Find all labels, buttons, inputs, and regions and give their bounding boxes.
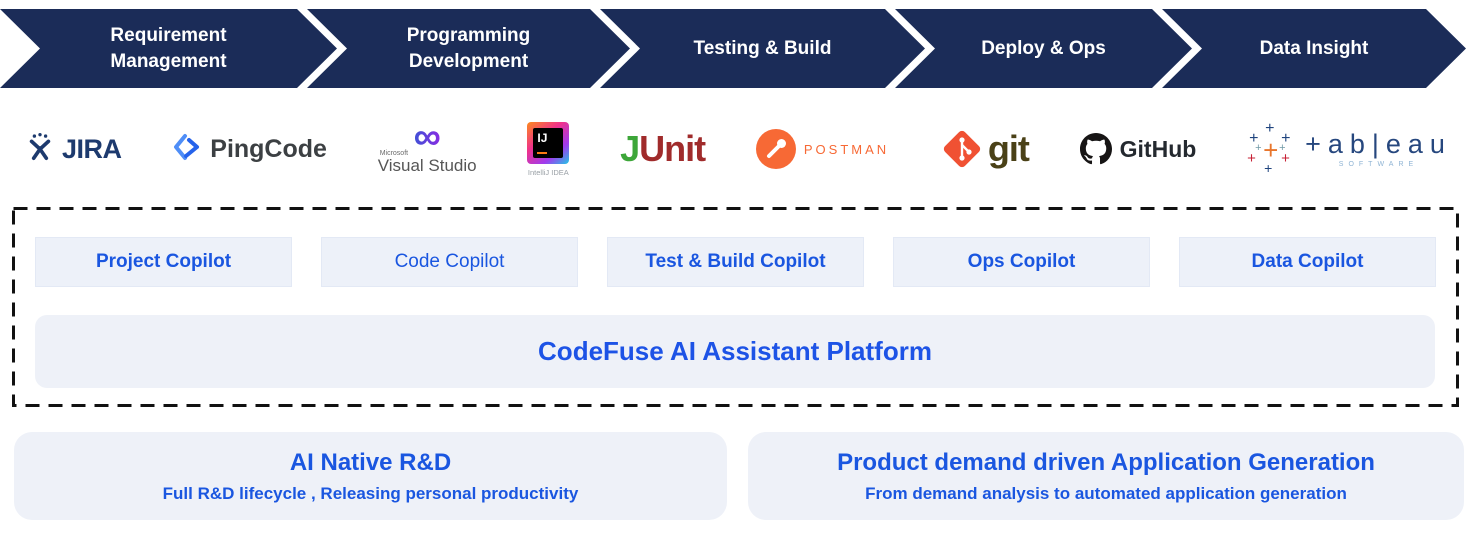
github-logo: GitHub	[1079, 133, 1197, 165]
stage-programming-development: Programming Development	[307, 9, 630, 88]
jira-icon	[26, 132, 54, 166]
codefuse-platform-group: Project Copilot Code Copilot Test & Buil…	[12, 207, 1459, 407]
visual-studio-infinity-icon: ∞	[413, 116, 441, 158]
git-logo: git	[940, 127, 1030, 171]
stage-label: Deploy & Ops	[981, 37, 1106, 59]
github-wordmark: GitHub	[1119, 135, 1197, 162]
junit-logo: J Unit	[620, 128, 706, 170]
tableau-icon: + + + + + + + + +	[1247, 120, 1291, 176]
postman-icon	[755, 129, 796, 169]
stage-deploy-ops: Deploy & Ops	[895, 9, 1192, 88]
tableau-logo: + + + + + + + + + +ab|eau SOFTWARE	[1247, 120, 1452, 176]
stage-label: Testing & Build	[693, 37, 832, 59]
application-generation-box: Product demand driven Application Genera…	[748, 432, 1464, 520]
stage-requirement-management: Requirement Management	[0, 9, 337, 88]
pingcode-logo: PingCode	[172, 132, 327, 167]
project-copilot-box: Project Copilot	[35, 237, 292, 287]
stage-data-insight: Data Insight	[1162, 9, 1466, 88]
dashed-border	[12, 207, 1459, 407]
postman-logo: POSTMAN	[755, 129, 890, 169]
outcome-subtitle: From demand analysis to automated applic…	[865, 483, 1347, 503]
outcome-subtitle: Full R&D lifecycle , Releasing personal …	[162, 483, 579, 503]
pingcode-wordmark: PingCode	[210, 134, 327, 163]
visual-studio-logo: ∞ Microsoft Visual Studio	[377, 116, 477, 175]
pipeline-banner: Requirement Management Programming Devel…	[0, 9, 1466, 88]
outcomes-row: AI Native R&D Full R&D lifecycle , Relea…	[14, 432, 1464, 520]
junit-wordmark-j: J	[620, 128, 640, 169]
tableau-caption: SOFTWARE	[1338, 160, 1419, 168]
tableau-wordmark: +ab|eau	[1305, 128, 1452, 159]
visual-studio-wordmark: Visual Studio	[377, 156, 477, 175]
ai-native-rd-box: AI Native R&D Full R&D lifecycle , Relea…	[14, 432, 727, 520]
test-build-copilot-box: Test & Build Copilot	[607, 237, 864, 287]
microsoft-brand-text: Microsoft	[379, 150, 409, 157]
jira-wordmark: JIRA	[62, 133, 122, 164]
stage-label: Data Insight	[1259, 37, 1369, 59]
pingcode-icon	[172, 132, 202, 167]
git-wordmark: git	[987, 128, 1030, 169]
ops-copilot-box: Ops Copilot	[893, 237, 1150, 287]
tool-logos-row: JIRA PingCode ∞ Microsoft Visual Studio …	[0, 103, 1478, 195]
stage-testing-build: Testing & Build	[600, 9, 925, 88]
jira-logo: JIRA	[26, 132, 122, 166]
intellij-idea-logo: IJ IntelliJ IDEA	[527, 121, 570, 177]
intellij-icon: IJ	[527, 121, 570, 164]
copilot-row: Project Copilot Code Copilot Test & Buil…	[35, 237, 1436, 287]
git-icon	[940, 127, 984, 171]
github-octocat-icon	[1079, 133, 1112, 165]
code-copilot-box: Code Copilot	[321, 237, 578, 287]
outcome-title: Product demand driven Application Genera…	[837, 448, 1375, 476]
codefuse-platform-bar: CodeFuse AI Assistant Platform	[35, 315, 1435, 388]
outcome-title: AI Native R&D	[289, 448, 452, 476]
data-copilot-box: Data Copilot	[1179, 237, 1436, 287]
postman-wordmark: POSTMAN	[803, 141, 890, 157]
intellij-caption: IntelliJ IDEA	[527, 167, 569, 177]
junit-wordmark-unit: Unit	[639, 128, 706, 169]
intellij-badge: IJ	[533, 127, 564, 158]
stage-label: Programming Development	[406, 24, 531, 72]
stage-label: Requirement Management	[110, 24, 227, 72]
